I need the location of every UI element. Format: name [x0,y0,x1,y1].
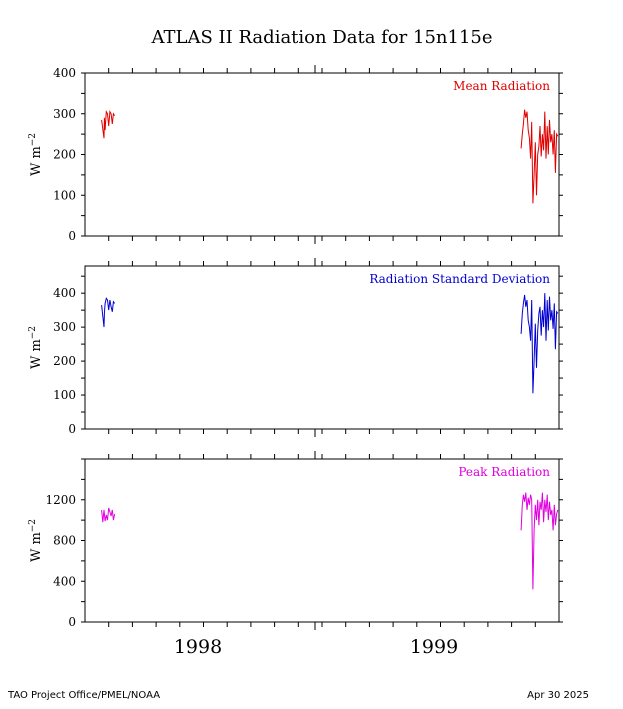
panel-1: 0 100 200 300 400 W m−2 Mean Radiation [28,65,563,244]
x-tick-label: 1999 [410,636,458,658]
y-tick-label: 1200 [45,493,76,507]
series-line-2 [520,109,559,204]
y-tick-label: 400 [53,66,76,80]
y-tick-label: 200 [53,354,76,368]
y-tick-label: 300 [53,107,76,121]
y-axis-label: W m−2 [28,519,44,562]
y-tick-label: 200 [53,148,76,162]
chart-panels: 0 100 200 300 400 W m−2 Mean Radiation 0 100 200 3… [28,65,563,658]
chart-title: ATLAS II Radiation Data for 15n115e [151,27,493,48]
panel-title: Peak Radiation [458,465,550,479]
plot-frame [84,72,560,237]
series-line-1 [101,297,116,328]
panel-2: 0 100 200 300 400 W m−2 Radiation Standard Dev… [28,258,563,437]
series-line-1 [101,507,116,523]
series-line-2 [520,293,559,394]
y-tick-label: 0 [68,422,76,436]
y-tick-label: 100 [53,188,76,202]
y-axis-label: W m−2 [28,326,44,369]
y-tick-label: 400 [53,574,76,588]
x-tick-label: 1998 [174,636,222,658]
plot-frame [84,265,560,430]
series-line-1 [101,110,116,139]
footer-credit: TAO Project Office/PMEL/NOAA [8,690,161,701]
footer-date: Apr 30 2025 [527,690,589,701]
y-axis-label: W m−2 [28,133,44,176]
series-line-2 [520,492,559,590]
y-tick-label: 100 [53,388,76,402]
y-tick-label: 0 [68,615,76,629]
y-tick-label: 400 [53,286,76,300]
y-tick-label: 300 [53,320,76,334]
plot-frame [84,458,560,623]
y-tick-label: 800 [53,534,76,548]
y-tick-label: 0 [68,229,76,243]
panel-title: Radiation Standard Deviation [369,272,550,286]
panel-title: Mean Radiation [453,79,550,93]
